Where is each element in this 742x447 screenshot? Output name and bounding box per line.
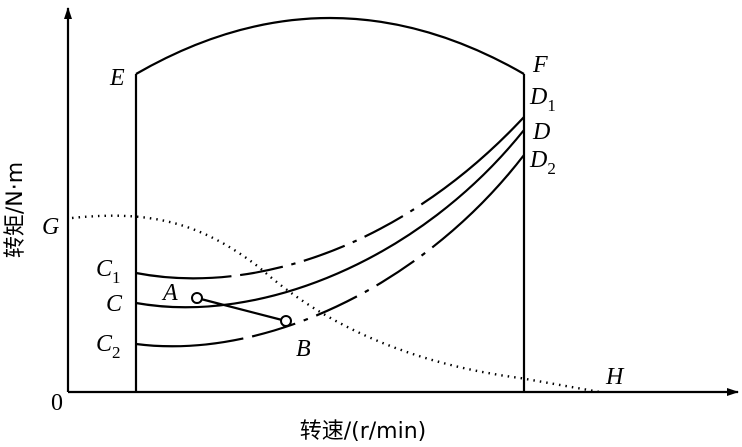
a-b-line <box>196 296 287 323</box>
point-label: F <box>532 52 548 78</box>
max-torque-curve <box>135 17 525 75</box>
point-label: A <box>161 280 178 306</box>
x-axis-label: 转速/(r/min) <box>300 419 427 444</box>
point-subscript: 1 <box>112 268 121 287</box>
curve-c1 <box>135 116 525 280</box>
point-label: D <box>532 119 550 145</box>
point-letter: F <box>532 52 548 78</box>
point-a <box>191 292 203 304</box>
point-label: C1 <box>96 256 121 287</box>
origin-label: 0 <box>51 390 63 416</box>
point-label: G <box>42 214 59 240</box>
point-letter: A <box>161 280 178 306</box>
point-label: C <box>106 291 123 317</box>
point-letter: C <box>106 291 123 317</box>
resistance-curve <box>71 214 601 394</box>
point-label: H <box>605 364 625 390</box>
point-label: B <box>296 336 311 362</box>
curve-c2 <box>135 154 525 348</box>
point-subscript: 1 <box>547 96 556 115</box>
point-label: D1 <box>529 84 556 115</box>
point-letter: E <box>109 65 125 91</box>
point-label: C2 <box>96 331 121 362</box>
point-letter: D <box>529 147 547 173</box>
point-letter: D <box>532 119 550 145</box>
point-letter: B <box>296 336 311 362</box>
point-letter: G <box>42 214 59 240</box>
point-label: D2 <box>529 147 556 178</box>
point-letter: H <box>605 364 625 390</box>
point-letter: C <box>96 256 113 282</box>
point-label: E <box>109 65 125 91</box>
curve-c <box>135 129 525 309</box>
point-b <box>280 315 292 327</box>
y-axis-label: 转矩/N·m <box>3 162 28 258</box>
point-subscript: 2 <box>112 343 121 362</box>
point-subscript: 2 <box>547 159 556 178</box>
point-letter: D <box>529 84 547 110</box>
point-letter: C <box>96 331 113 357</box>
